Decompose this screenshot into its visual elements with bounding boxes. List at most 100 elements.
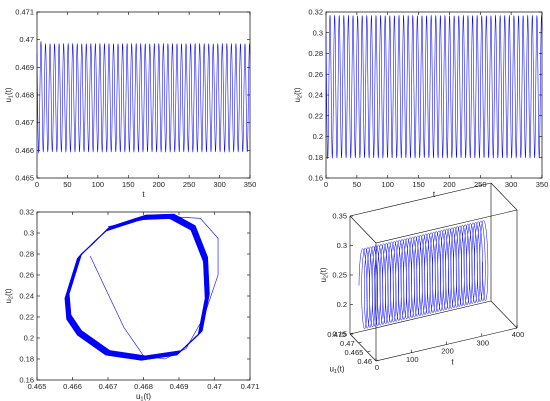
x-tick-label: 100 xyxy=(92,180,105,189)
y-tick-label: 0.467 xyxy=(15,118,34,127)
y-tick-label: 0.3 xyxy=(24,229,34,238)
y-tick-label: 0.26 xyxy=(19,271,34,280)
x-axis-label: t xyxy=(142,190,145,199)
y-axis-label-sub: 1 xyxy=(9,95,15,98)
y-tick-label: 0.18 xyxy=(308,153,323,162)
y-tick-label: 0.46 xyxy=(357,357,372,366)
x-axis-label-sub: 1 xyxy=(140,397,143,401)
y-tick-label: 0.465 xyxy=(345,348,364,357)
y-axis-label-sub: 1 xyxy=(334,369,337,375)
z-tick-label: 0.2 xyxy=(337,300,347,309)
series-line xyxy=(36,40,251,154)
y-tick-label: 0.32 xyxy=(19,208,34,217)
x-tick-label: 50 xyxy=(353,180,361,189)
y-tick-label: 0.22 xyxy=(308,111,323,120)
y-tick-mark xyxy=(349,332,354,335)
x-tick-label: 0 xyxy=(324,180,328,189)
y-tick-label: 0.47 xyxy=(19,35,34,44)
y-tick-label: 0.47 xyxy=(340,339,355,348)
x-tick-label: 250 xyxy=(474,180,487,189)
y-tick-label: 0.3 xyxy=(313,28,323,37)
box-edge xyxy=(490,182,518,211)
z-axis-label-sub: 2 xyxy=(324,275,330,278)
y-tick-mark xyxy=(358,341,362,344)
box-edge xyxy=(375,209,518,244)
box-edge xyxy=(349,300,492,335)
plot-frame xyxy=(36,11,251,179)
z-axis-label-main: u xyxy=(319,278,328,282)
y-tick-label: 0.16 xyxy=(308,174,323,183)
x-tick-label: 0 xyxy=(375,363,379,372)
x-tick-label: 0.466 xyxy=(63,382,82,391)
x-axis-label-tail: (t) xyxy=(143,392,151,401)
y-tick-label: 0.465 xyxy=(15,174,34,183)
panel-u1-vs-t: 0 50 100 150 200 250 300 350 0.465 0.466 0.467 0.46… xyxy=(4,8,256,200)
x-tick-label: 0.471 xyxy=(241,382,260,391)
x-axis-label: u1(t) xyxy=(136,392,151,401)
x-tick-label: 0.465 xyxy=(28,382,47,391)
y-axis-label: u2(t) xyxy=(4,288,15,303)
x-tick-label: 200 xyxy=(152,180,165,189)
y-tick-label: 0.16 xyxy=(19,376,34,385)
panel-phase-portrait: 0.465 0.466 0.467 0.468 0.469 0.47 0.471 0.16 0.… xyxy=(4,208,259,401)
plot-frame xyxy=(36,211,251,381)
limit-cycle-path xyxy=(68,213,210,357)
x-tick-label: 0.47 xyxy=(207,382,222,391)
box-edge xyxy=(490,300,518,329)
y-tick-mark xyxy=(367,350,371,353)
z-axis-label-tail: (t) xyxy=(319,267,328,275)
y-tick-label: 0.24 xyxy=(19,292,34,301)
y-tick-label: 0.28 xyxy=(308,49,323,58)
y-tick-label: 0.471 xyxy=(15,8,34,17)
x-tick-label: 300 xyxy=(213,180,226,189)
y-tick-label: 0.26 xyxy=(308,70,323,79)
y-axis-label-sub: 2 xyxy=(298,95,304,98)
y-axis-label-tail: (t) xyxy=(4,87,13,95)
y-axis-label-main: u xyxy=(329,365,333,374)
x-tick-label: 300 xyxy=(505,180,518,189)
z-axis-label: u2(t) xyxy=(319,267,330,282)
y-axis-label-tail: (t) xyxy=(337,365,345,374)
x-tick-label: 100 xyxy=(406,355,419,364)
y-axis-label-tail: (t) xyxy=(4,288,13,296)
box-edge xyxy=(349,333,377,362)
x-tick-label: 0.468 xyxy=(134,382,153,391)
x-tick-label: 150 xyxy=(412,180,425,189)
series-line xyxy=(325,14,543,159)
x-axis-label-main: u xyxy=(136,392,140,401)
x-tick-label: 50 xyxy=(63,180,71,189)
y-axis-label: u1(t) xyxy=(329,365,344,376)
y-axis-label-main: u xyxy=(4,299,13,303)
y-tick-mark xyxy=(375,359,380,362)
x-tick-label: 250 xyxy=(183,180,196,189)
x-axis-label: t xyxy=(451,358,454,367)
x-tick-label: 150 xyxy=(122,180,135,189)
y-tick-label: 0.2 xyxy=(313,132,323,141)
y-tick-label: 0.468 xyxy=(15,91,34,100)
y-tick-label: 0.466 xyxy=(15,146,34,155)
y-tick-label: 0.475 xyxy=(327,330,346,339)
box-edge xyxy=(349,215,377,244)
y-tick-label: 0.22 xyxy=(19,313,34,322)
y-axis-label-tail: (t) xyxy=(293,87,302,95)
y-tick-label: 0.32 xyxy=(308,8,323,17)
transient-path xyxy=(89,215,219,360)
y-tick-label: 0.28 xyxy=(19,250,34,259)
trajectory-3d-path xyxy=(358,220,489,330)
x-tick-label: 0.467 xyxy=(99,382,118,391)
z-tick-label: 0.25 xyxy=(332,271,347,280)
x-tick-label: 0.469 xyxy=(170,382,189,391)
y-tick-label: 0.18 xyxy=(19,355,34,364)
box-edge xyxy=(349,182,492,217)
z-tick-label: 0.3 xyxy=(337,241,347,250)
x-tick-label: 0 xyxy=(35,180,39,189)
x-tick-label: 100 xyxy=(381,180,394,189)
panel-u2-vs-t: 0 50 100 150 200 250 300 350 0.16 0.18 0.2 0.22 0.24… xyxy=(293,8,548,200)
y-axis-label: u1(t) xyxy=(4,87,15,102)
y-axis-label: u2(t) xyxy=(293,87,304,102)
x-tick-label: 200 xyxy=(441,347,454,356)
x-tick-label: 200 xyxy=(443,180,456,189)
z-tick-label: 0.15 xyxy=(332,330,347,339)
